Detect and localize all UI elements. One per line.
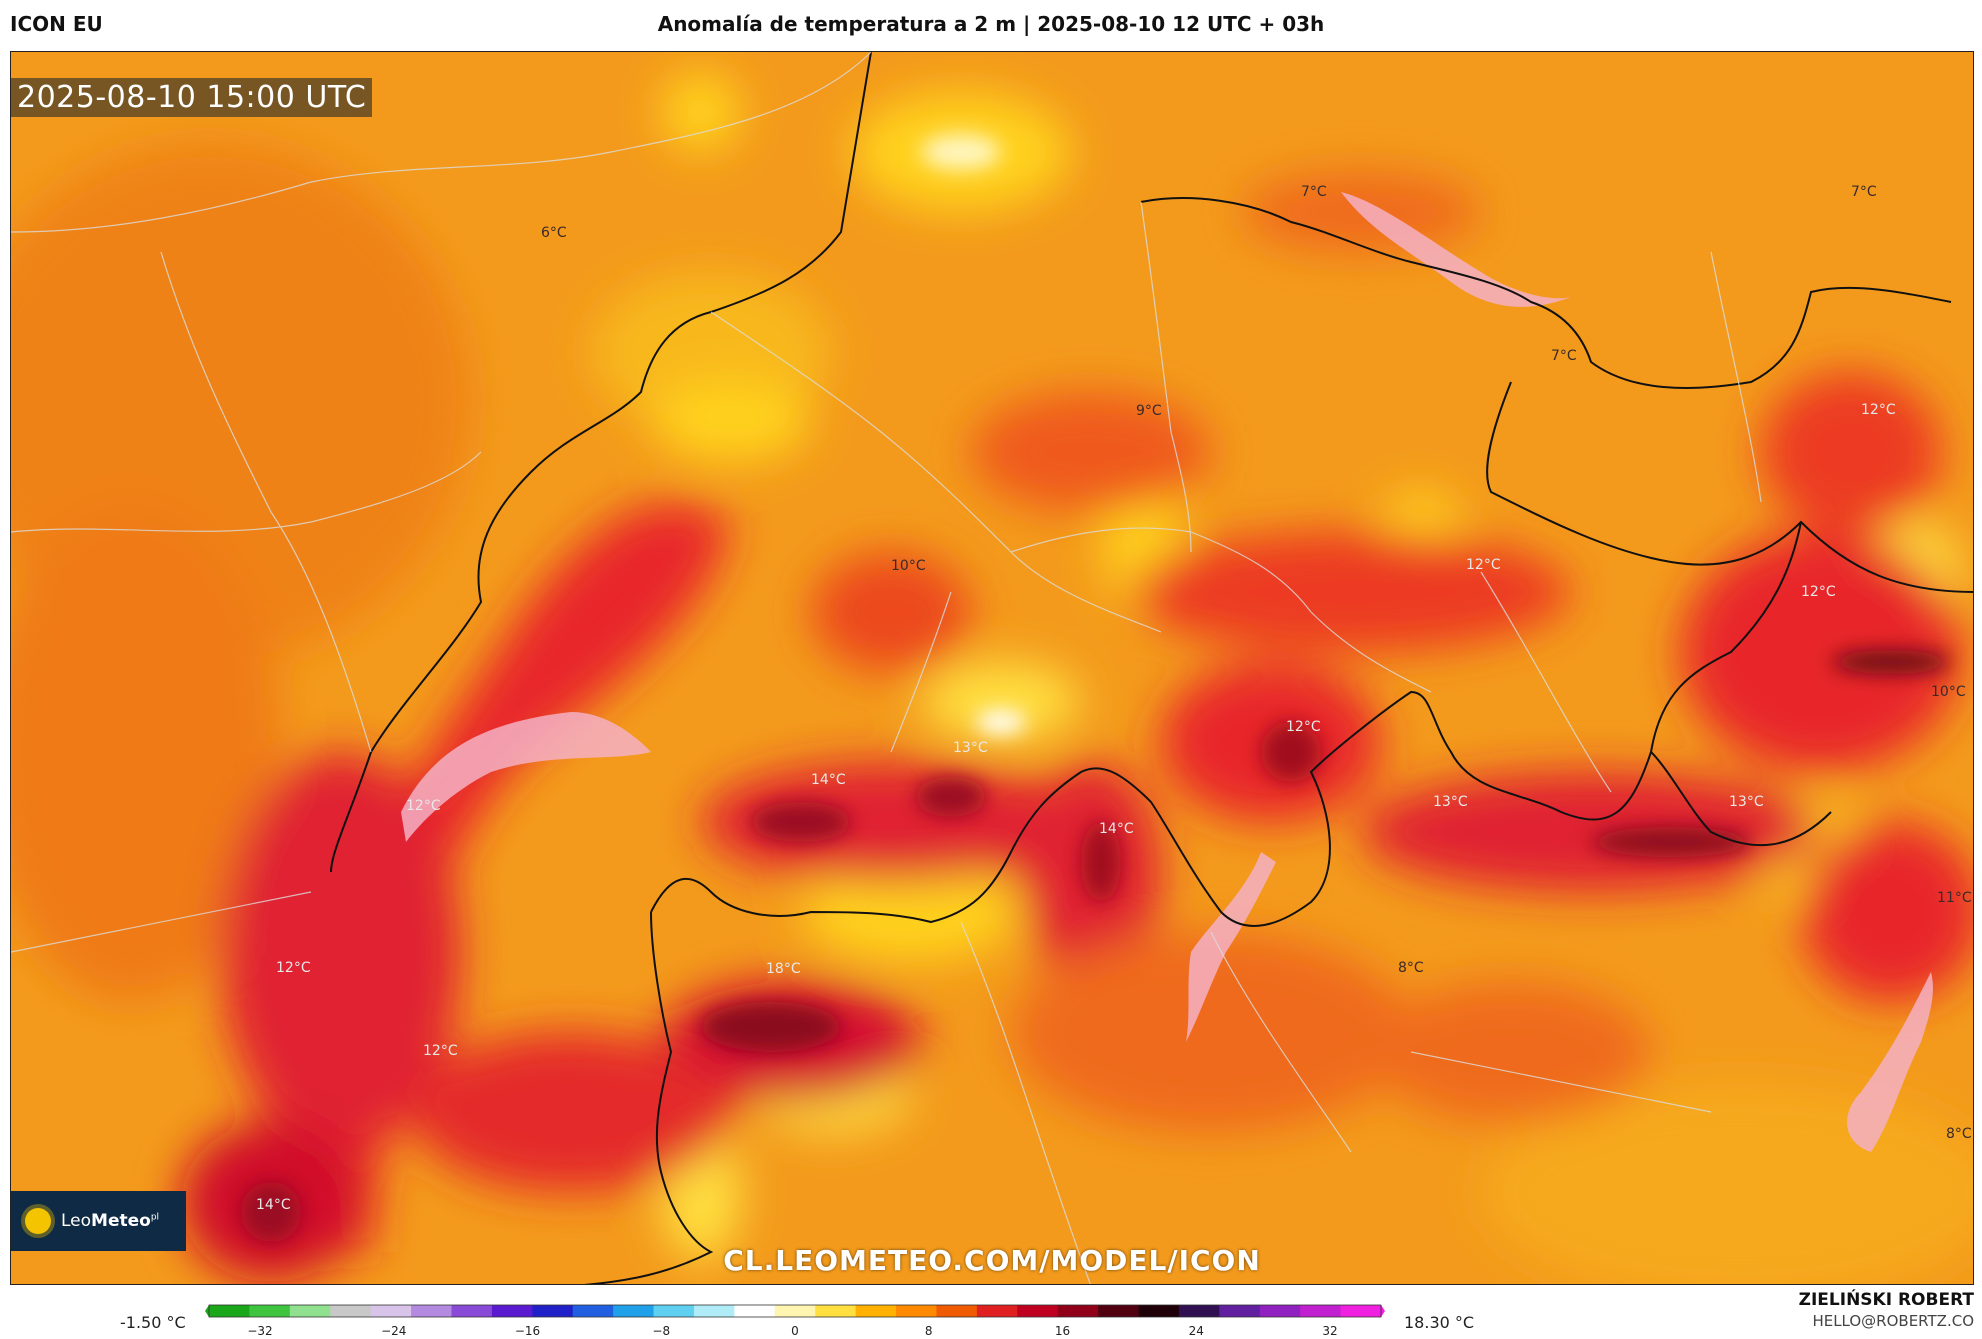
colorbar-segment (209, 1305, 250, 1317)
colorbar-segment (370, 1305, 412, 1317)
colorbar-segment (532, 1305, 574, 1317)
colorbar-segment (855, 1305, 897, 1317)
temperature-label: 8°C (1946, 1126, 1972, 1142)
author-name: ZIELIŃSKI ROBERT (1798, 1290, 1974, 1310)
temperature-anomaly-map: 6°C 7°C 7°C 7°C 9°C 10°C 12°C 12°C 12°C 12°C 14°C 1… (10, 51, 1974, 1285)
regional-borders (11, 52, 1762, 1284)
colorbar-segment (249, 1305, 291, 1317)
temperature-label: 7°C (1851, 184, 1877, 200)
temperature-label: 6°C (541, 225, 567, 241)
colorbar-segment (653, 1305, 695, 1317)
colorbar-max-arrow (1381, 1305, 1385, 1317)
lake-garda (1847, 972, 1933, 1152)
temperature-label: 9°C (1136, 403, 1162, 419)
sun-icon (25, 1208, 51, 1234)
colorbar-segment (491, 1305, 533, 1317)
colorbar-tick-label: 0 (791, 1324, 799, 1338)
temperature-label: 14°C (811, 772, 846, 788)
temperature-label: 11°C (1937, 890, 1972, 906)
logo-text: LeoMeteopl (61, 1211, 160, 1231)
colorbar-segment (693, 1305, 735, 1317)
colorbar-tick-label: −32 (247, 1324, 272, 1338)
colorbar-min-arrow (205, 1305, 209, 1317)
map-canvas: 6°C 7°C 7°C 7°C 9°C 10°C 12°C 12°C 12°C 12°C 14°C 1… (11, 52, 1973, 1284)
temperature-label: 10°C (891, 558, 926, 574)
map-title: Anomalía de temperatura a 2 m | 2025-08-… (657, 12, 1325, 36)
colorbar-tick-label: −24 (381, 1324, 406, 1338)
colorbar-tick-label: 16 (1055, 1324, 1070, 1338)
temperature-label: 12°C (423, 1043, 458, 1059)
country-borders (330, 52, 1973, 1284)
colorbar-segment (734, 1305, 776, 1317)
colorbar-border (208, 1304, 1382, 1318)
colorbar-segment (896, 1305, 937, 1317)
temperature-label: 14°C (256, 1197, 291, 1213)
colorbar-tick-label: 24 (1189, 1324, 1204, 1338)
lake-geneva (401, 712, 651, 842)
temperature-label: 8°C (1398, 960, 1424, 976)
colorbar-segment (411, 1305, 452, 1317)
colorbar-tick-label: 32 (1322, 1324, 1337, 1338)
colorbar-tick-label: −8 (652, 1324, 670, 1338)
temperature-label: 7°C (1301, 184, 1327, 200)
colorbar-segment (1057, 1305, 1099, 1317)
temperature-label: 13°C (953, 740, 988, 756)
colorbar: −32 −24 −16 −8 0 8 16 24 32 (205, 1304, 1385, 1338)
colorbar-segment (976, 1305, 1018, 1317)
colorbar-segment (330, 1305, 372, 1317)
colorbar-segment (613, 1305, 655, 1317)
colorbar-segment (774, 1305, 816, 1317)
anomaly-maxima (241, 134, 1951, 1242)
model-name: ICON EU (10, 12, 103, 36)
colorbar-segment (1098, 1305, 1140, 1317)
colorbar-segment (1340, 1305, 1382, 1317)
valid-time-badge: 2025-08-10 15:00 UTC (11, 78, 373, 117)
scale-max-label: 18.30 °C (1404, 1313, 1475, 1332)
colorbar-tick-label: 8 (925, 1324, 933, 1338)
lake-constance (1341, 192, 1571, 307)
colorbar-segment (1138, 1305, 1180, 1317)
colorbar-segment (1219, 1305, 1261, 1317)
temperature-label: 18°C (766, 961, 801, 977)
temperature-label: 12°C (406, 798, 441, 814)
colorbar-segment (572, 1305, 614, 1317)
colorbar-segment (1300, 1305, 1342, 1317)
author-email: HELLO@ROBERTZ.CO (1812, 1312, 1974, 1330)
watermark-url: CL.LEOMETEO.COM/MODEL/ICON (723, 1244, 1261, 1277)
colorbar-segment (451, 1305, 493, 1317)
temperature-label: 12°C (1286, 719, 1321, 735)
temperature-label: 12°C (1861, 402, 1896, 418)
temperature-label: 13°C (1729, 794, 1764, 810)
temperature-label: 12°C (1466, 557, 1501, 573)
temperature-labels: 6°C 7°C 7°C 7°C 9°C 10°C 12°C 12°C 12°C 12°C 14°C 1… (256, 184, 1972, 1213)
colorbar-segment (1017, 1305, 1059, 1317)
temperature-label: 10°C (1931, 684, 1966, 700)
temperature-label: 14°C (1099, 821, 1134, 837)
colorbar-segment (289, 1305, 331, 1317)
colorbar-tick-label: −16 (515, 1324, 540, 1338)
author-credit: ZIELIŃSKI ROBERT HELLO@ROBERTZ.CO (1799, 1290, 1974, 1330)
leometeo-logo: LeoMeteopl (11, 1191, 186, 1251)
temperature-label: 12°C (276, 960, 311, 976)
scale-min-label: -1.50 °C (120, 1313, 186, 1332)
colorbar-segment (1259, 1305, 1301, 1317)
temperature-label: 12°C (1801, 584, 1836, 600)
colorbar-segment (936, 1305, 978, 1317)
lake-como (1186, 852, 1276, 1042)
temperature-label: 7°C (1551, 348, 1577, 364)
colorbar-segment (1178, 1305, 1220, 1317)
temperature-label: 13°C (1433, 794, 1468, 810)
colorbar-segment (815, 1305, 857, 1317)
